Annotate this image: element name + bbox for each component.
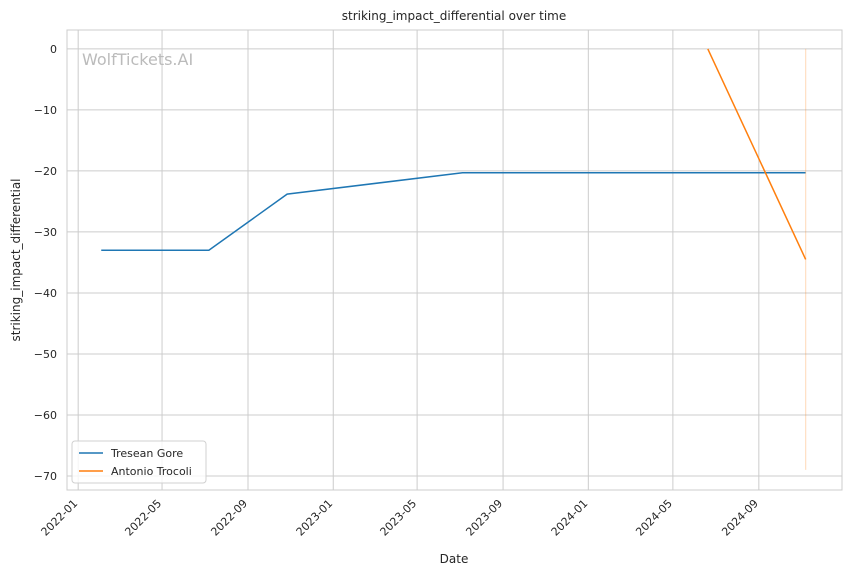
legend-label-tresean-gore: Tresean Gore bbox=[110, 447, 183, 460]
plot-area bbox=[66, 29, 843, 491]
series-line-tresean-gore bbox=[101, 172, 806, 251]
x-tick-label: 2023-05 bbox=[378, 497, 420, 539]
y-tick-label: −20 bbox=[34, 165, 57, 178]
legend-box bbox=[71, 440, 207, 484]
x-tick-label: 2024-01 bbox=[549, 497, 591, 539]
x-tick-label: 2022-01 bbox=[39, 497, 81, 539]
y-tick-label: 0 bbox=[50, 43, 57, 56]
y-tick-label: −10 bbox=[34, 104, 57, 117]
grid bbox=[67, 30, 842, 490]
x-tick-label: 2022-05 bbox=[122, 497, 164, 539]
y-tick-label: −30 bbox=[34, 226, 57, 239]
y-tick-label: −50 bbox=[34, 348, 57, 361]
chart-title: striking_impact_differential over time bbox=[342, 9, 567, 23]
series-group bbox=[101, 48, 807, 470]
x-tick-label: 2023-09 bbox=[463, 497, 505, 539]
x-tick-label: 2024-09 bbox=[719, 497, 761, 539]
series-line-antonio-trocoli bbox=[707, 48, 807, 260]
legend: Tresean Gore Antonio Trocoli bbox=[71, 440, 207, 484]
y-tick-label: −40 bbox=[34, 287, 57, 300]
x-tick-label: 2022-09 bbox=[208, 497, 250, 539]
y-axis-label: striking_impact_differential bbox=[9, 178, 23, 341]
x-tick-label: 2024-05 bbox=[633, 497, 675, 539]
y-tick-label: −60 bbox=[34, 409, 57, 422]
x-axis-label: Date bbox=[440, 552, 469, 566]
watermark: WolfTickets.AI bbox=[82, 50, 193, 69]
x-tick-label: 2023-01 bbox=[294, 497, 336, 539]
y-tick-label: −70 bbox=[34, 470, 57, 483]
legend-label-antonio-trocoli: Antonio Trocoli bbox=[111, 465, 192, 478]
